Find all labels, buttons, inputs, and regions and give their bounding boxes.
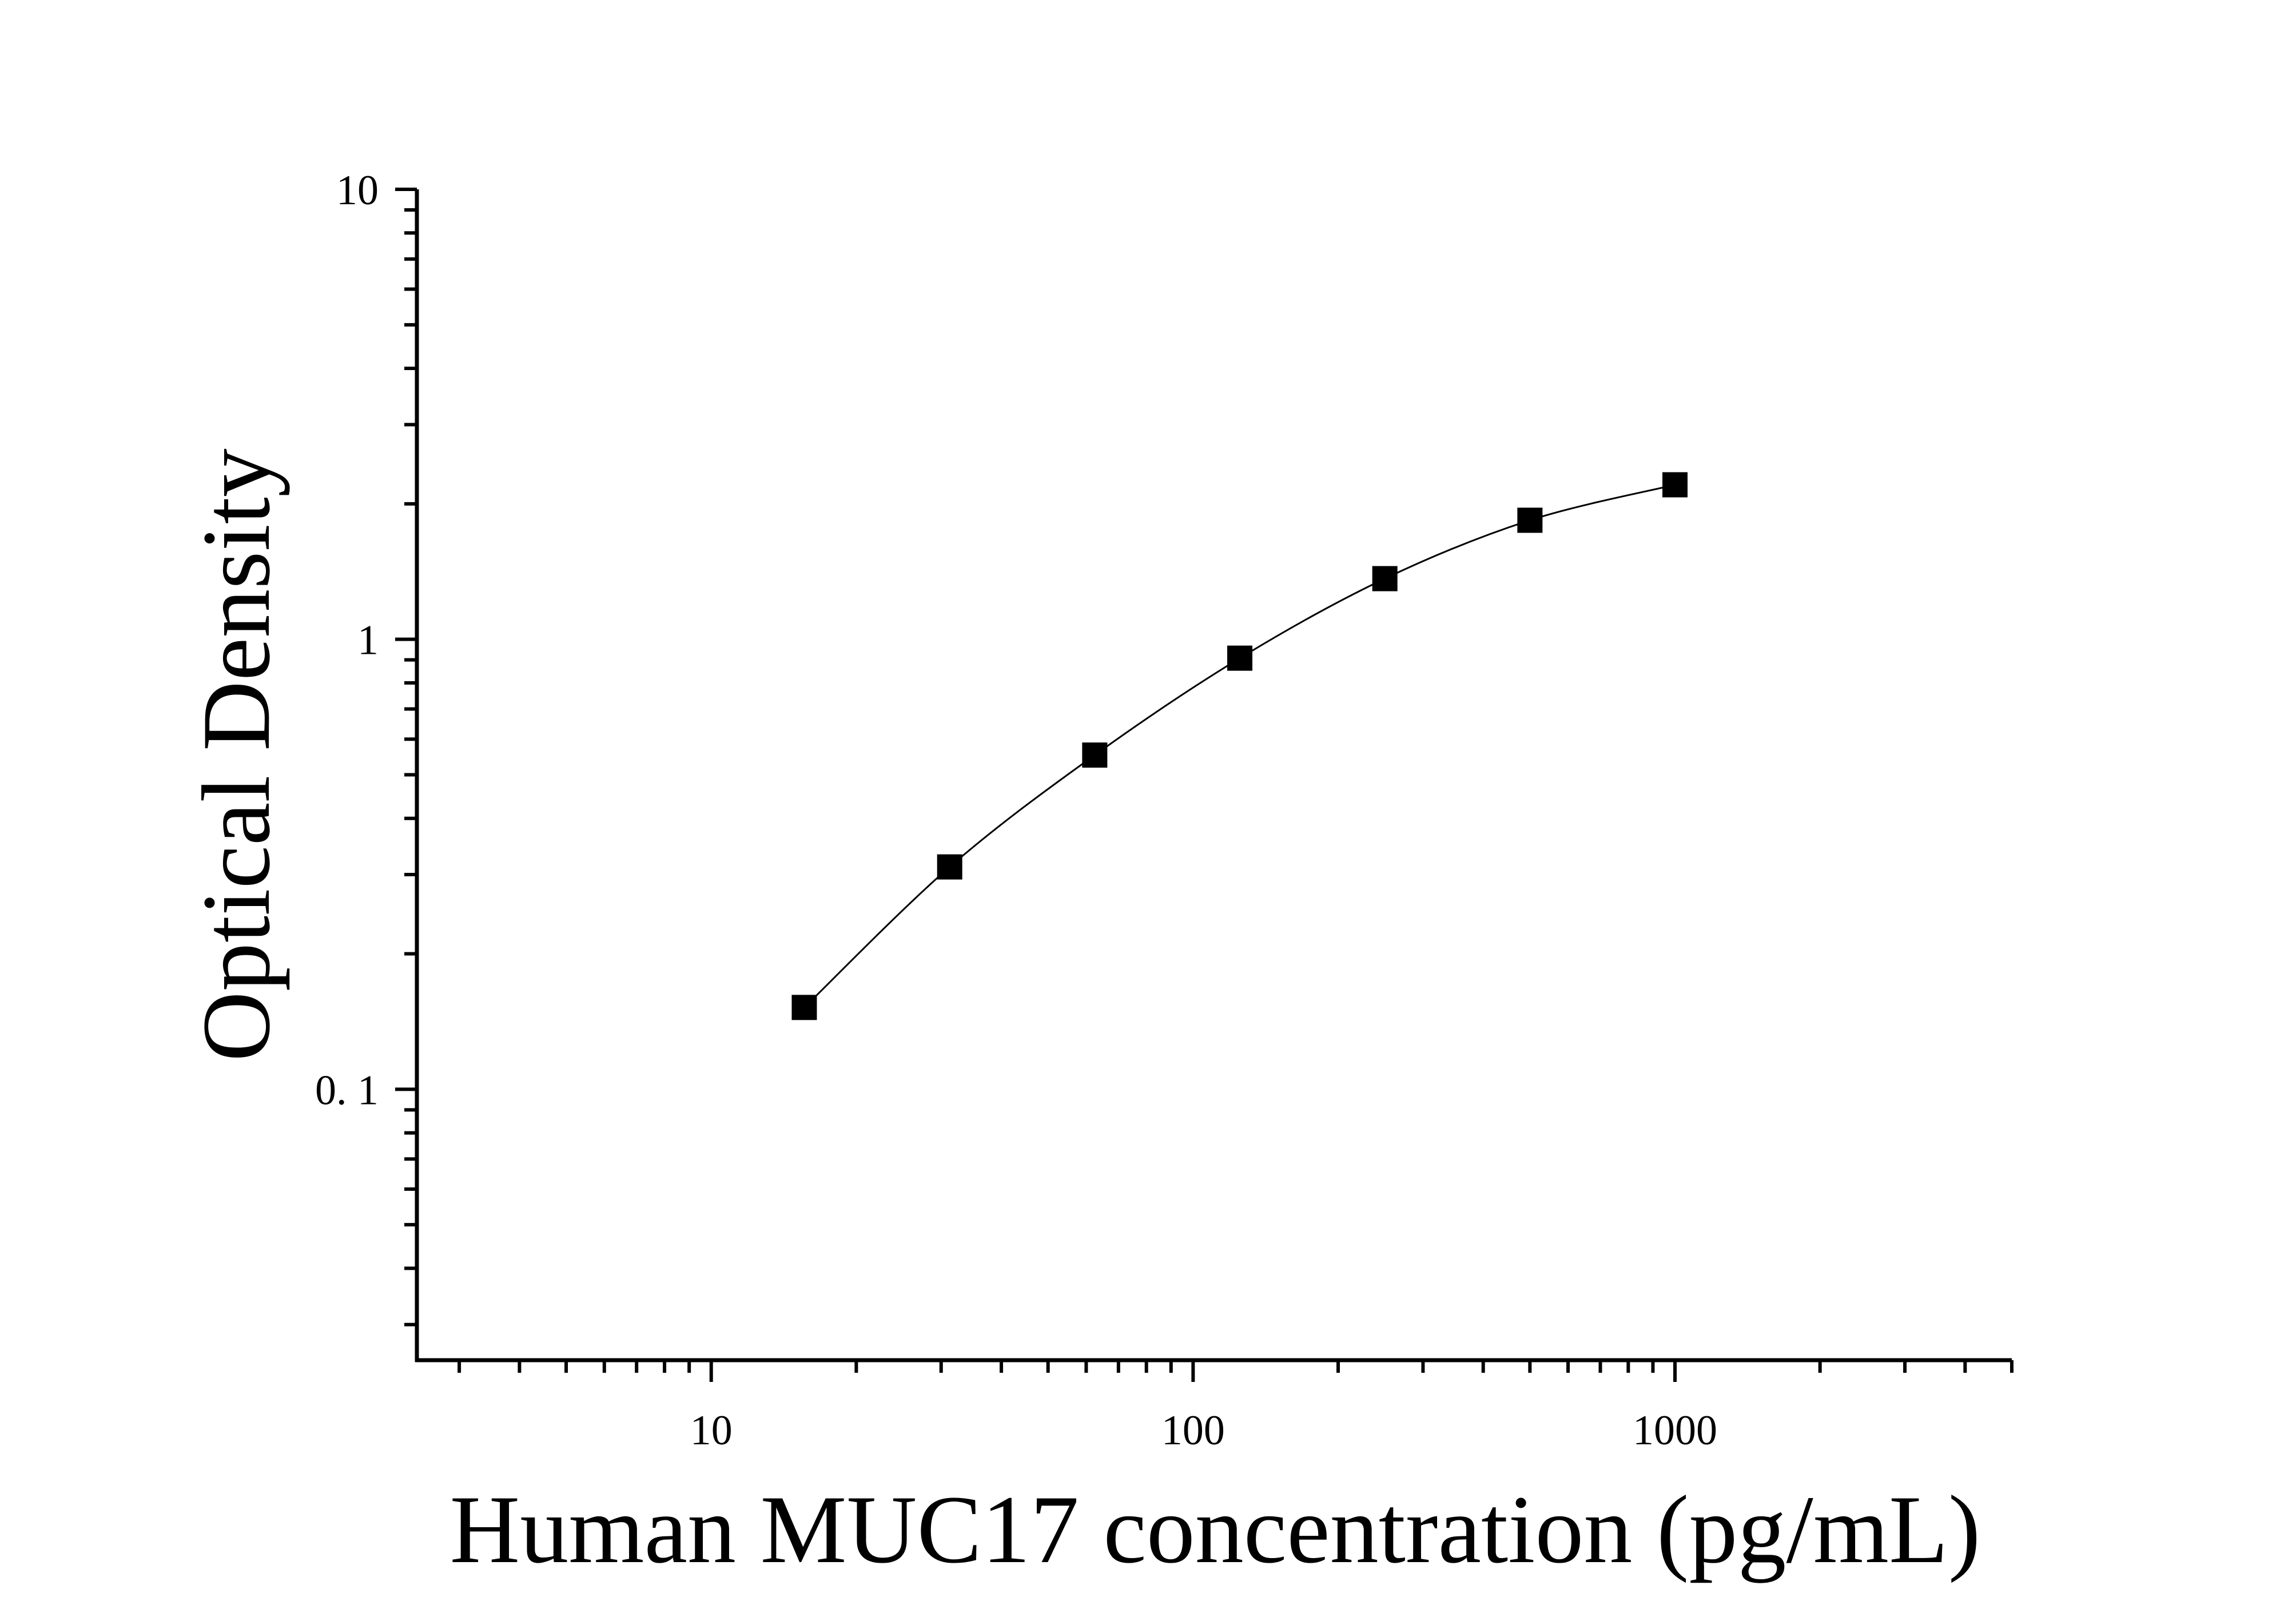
y-tick-label: 1 [357, 617, 379, 664]
axes: 10 100 1000 0. 1 1 10 [315, 167, 2014, 1454]
x-axis-title: Human MUC17 concentration (pg/mL) [450, 1476, 1981, 1583]
y-axis-title: Optical Density [182, 448, 290, 1062]
data-point [1372, 566, 1398, 591]
data-points-layer [791, 472, 1688, 1020]
x-tick-label: 100 [1161, 1407, 1225, 1454]
data-point [937, 854, 962, 880]
data-point [791, 995, 817, 1020]
y-tick-label: 10 [336, 167, 379, 214]
x-tick-label: 10 [690, 1407, 733, 1454]
data-point [1662, 472, 1688, 498]
data-point [1227, 645, 1253, 671]
fit-curve-layer [803, 484, 1676, 1008]
data-point [1517, 507, 1543, 533]
fit-curve [803, 484, 1676, 1008]
x-tick-label: 1000 [1633, 1407, 1717, 1454]
data-point [1082, 742, 1108, 768]
y-tick-label: 0. 1 [315, 1067, 379, 1114]
